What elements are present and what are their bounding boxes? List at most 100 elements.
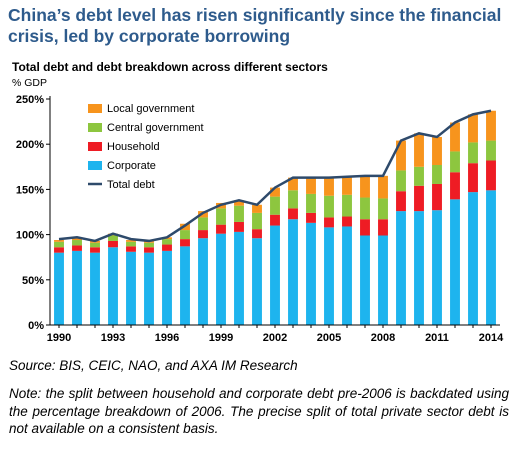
x-tick-label: 1990 (47, 332, 71, 344)
debt-chart-svg: Total debt and debt breakdown across dif… (12, 60, 504, 344)
bar-segment-local-government (252, 204, 262, 213)
chart-subtitle: Total debt and debt breakdown across dif… (12, 60, 328, 74)
bar-segment-household (234, 221, 244, 232)
y-axis-label: % GDP (12, 77, 47, 89)
bar-segment-corporate (432, 210, 442, 325)
bar-segment-corporate (378, 235, 388, 325)
bar-segment-corporate (54, 252, 64, 325)
bar-segment-central-government (90, 242, 100, 248)
note-text: Note: the split between household and co… (9, 386, 509, 436)
bar-segment-household (162, 244, 172, 251)
legend-swatch (88, 142, 102, 151)
bar-segment-central-government (450, 151, 460, 173)
legend-swatch (88, 123, 102, 132)
bar-segment-household (288, 208, 298, 220)
total-debt-line (58, 109, 492, 243)
bar-segment-corporate (396, 211, 406, 325)
x-tick-label: 2014 (479, 332, 504, 344)
bar-segment-local-government (72, 238, 82, 241)
bar-segment-local-government (126, 240, 136, 242)
bar-segment-corporate (180, 246, 190, 325)
bar-segment-household (324, 217, 334, 228)
bar-segment-household (72, 245, 82, 251)
bar-segment-household (90, 247, 100, 253)
bar-segment-local-government (486, 110, 496, 141)
bar-segment-corporate (216, 233, 226, 325)
bar-segment-corporate (288, 219, 298, 325)
bar-segment-household (360, 219, 370, 236)
bar-segment-corporate (252, 238, 262, 325)
bar-segment-central-government (468, 142, 478, 164)
bar-segment-household (198, 230, 208, 239)
bar-segment-central-government (396, 170, 406, 192)
bar-segment-central-government (162, 239, 172, 245)
bar-segment-local-government (378, 175, 388, 199)
legend-swatch (88, 161, 102, 170)
bar-segment-corporate (360, 235, 370, 325)
bar-segment-household (396, 191, 406, 212)
chart: Total debt and debt breakdown across dif… (0, 52, 520, 344)
bar-segment-household (342, 216, 352, 227)
bar-segment-corporate (414, 211, 424, 325)
bar-segment-household (180, 239, 190, 247)
bar-segment-household (252, 229, 262, 239)
bar-segment-local-government (342, 176, 352, 195)
bar-segment-corporate (162, 250, 172, 325)
source-text: Source: BIS, CEIC, NAO, and AXA IM Resea… (9, 358, 298, 373)
bar-segment-corporate (198, 238, 208, 325)
x-tick-label: 1999 (209, 332, 233, 344)
x-tick-label: 2008 (371, 332, 395, 344)
bar-segment-corporate (342, 226, 352, 325)
bar-segment-household (144, 247, 154, 253)
bar-segment-local-government (468, 114, 478, 143)
bar-segment-central-government (252, 212, 262, 230)
y-tick-label: 0% (28, 320, 44, 332)
bar-segment-corporate (126, 251, 136, 325)
bar-segment-household (414, 185, 424, 212)
bar-segment-local-government (306, 177, 316, 194)
bar-segment-central-government (72, 240, 82, 246)
legend-label: Corporate (107, 160, 156, 172)
bar-segment-corporate (306, 222, 316, 325)
bar-segment-central-government (342, 194, 352, 217)
x-tick-label: 1993 (101, 332, 125, 344)
bar-segment-local-government (324, 177, 334, 196)
bar-segment-household (378, 219, 388, 236)
bar-segment-central-government (270, 196, 280, 215)
bar-segment-corporate (450, 199, 460, 325)
bar-segment-household (126, 246, 136, 252)
bar-segment-corporate (108, 247, 118, 325)
chart-title: China’s debt level has risen significant… (8, 5, 502, 46)
bar-segment-household (54, 247, 64, 253)
bar-segment-household (486, 160, 496, 191)
bar-segment-household (270, 214, 280, 226)
bar-segment-local-government (288, 177, 298, 191)
bar-segment-local-government (270, 187, 280, 197)
bar-segment-local-government (234, 200, 244, 206)
y-tick-label: 50% (22, 275, 44, 287)
bar-segment-household (450, 172, 460, 200)
bar-segment-central-government (144, 242, 154, 248)
bar-segment-local-government (432, 136, 442, 165)
bar-segment-local-government (396, 140, 406, 171)
bar-segment-corporate (144, 252, 154, 325)
bar-segment-central-government (432, 164, 442, 184)
bar-segment-corporate (90, 252, 100, 325)
bar-segment-central-government (360, 197, 370, 220)
bar-segment-local-government (360, 175, 370, 198)
bar-segment-household (216, 224, 226, 234)
bar-segment-corporate (468, 192, 478, 325)
bar-segment-local-government (54, 240, 64, 242)
bar-segment-household (432, 183, 442, 211)
x-tick-label: 1996 (155, 332, 179, 344)
y-tick-label: 150% (16, 184, 44, 196)
bar-segment-central-government (234, 205, 244, 222)
bar-segment-central-government (126, 241, 136, 247)
y-tick-label: 250% (16, 94, 44, 106)
bar-segment-central-government (306, 193, 316, 213)
y-tick-label: 200% (16, 139, 44, 151)
bar-segment-corporate (270, 225, 280, 325)
x-tick-label: 2011 (425, 332, 449, 344)
bar-segment-corporate (486, 190, 496, 325)
bar-segment-central-government (414, 166, 424, 186)
